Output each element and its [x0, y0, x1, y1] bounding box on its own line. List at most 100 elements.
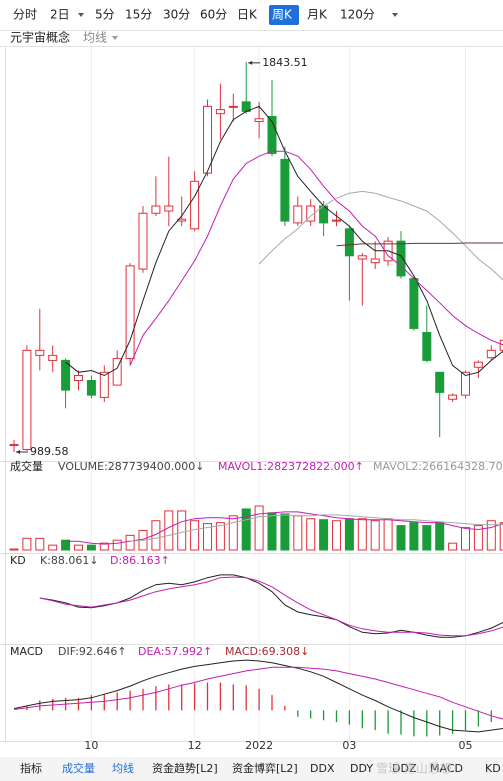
indicator-tab[interactable]: KD — [485, 762, 501, 775]
indicator-tab[interactable]: 均线 — [112, 761, 134, 775]
volume-bar — [151, 520, 161, 551]
indicator-tab[interactable]: MACD — [430, 762, 463, 775]
candle-body — [164, 205, 174, 212]
indicator-line — [130, 514, 503, 542]
candle-body — [396, 240, 406, 277]
high-label: 1843.51 — [262, 56, 308, 69]
volume-bar — [396, 525, 406, 551]
period-tab[interactable]: 30分 — [163, 8, 190, 22]
period-tab[interactable]: 分时 — [13, 8, 37, 22]
candle-body — [99, 371, 109, 398]
volume-bar — [306, 518, 316, 551]
candle-body — [228, 105, 238, 108]
candle-body — [293, 205, 303, 224]
volume-bar — [293, 515, 303, 551]
x-tick-label: 03 — [342, 739, 356, 752]
dropdown-icon — [392, 13, 398, 17]
indicator-tab[interactable]: DDX — [310, 762, 335, 775]
indicator-line — [13, 659, 503, 733]
volume-bar — [319, 519, 329, 551]
legend-value: MAVOL1:282372822.000↑ — [218, 460, 364, 473]
legend-value: MAVOL2:266164328.70 — [373, 460, 503, 473]
legend-value: VOLUME:287739400.000↓ — [58, 460, 204, 473]
indicator-tab[interactable]: 指标 — [20, 761, 42, 775]
panel-title[interactable]: KD — [10, 554, 26, 567]
indicator-line — [336, 242, 503, 247]
legend-value: K:88.061↓ — [40, 554, 99, 567]
legend-value: DEA:57.992↑ — [138, 645, 212, 658]
arrow-head — [248, 60, 253, 65]
volume-bar — [344, 518, 354, 551]
candle-body — [435, 371, 445, 393]
period-tab[interactable]: 周K — [272, 8, 293, 22]
candle-body — [9, 443, 19, 446]
candle-body — [112, 358, 122, 386]
period-tab[interactable]: 2日 — [50, 8, 70, 22]
volume-bar — [241, 508, 251, 551]
candle-body — [86, 380, 96, 396]
x-tick-label: 05 — [459, 739, 473, 752]
candle-body — [409, 278, 419, 329]
legend-value: MACD:69.308↓ — [225, 645, 309, 658]
period-tab[interactable]: 15分 — [125, 8, 152, 22]
dropdown-icon — [112, 36, 118, 40]
candle-body — [151, 205, 161, 214]
indicator-tab[interactable]: 资金趋势[L2] — [152, 761, 218, 775]
candle-body — [48, 354, 58, 361]
indicator-line — [65, 511, 503, 545]
candle-body — [203, 105, 212, 174]
candle-body — [280, 158, 290, 222]
indicator-tab[interactable]: DDY — [350, 762, 373, 775]
volume-bar — [422, 525, 432, 551]
period-tab[interactable]: 日K — [237, 8, 258, 22]
period-tab[interactable]: 60分 — [200, 8, 227, 22]
candle-body — [254, 118, 264, 122]
legend-value: D:86.163↑ — [110, 554, 170, 567]
volume-bar — [203, 523, 212, 551]
x-tick-label: 10 — [84, 739, 98, 752]
candle-body — [35, 349, 45, 356]
period-tab[interactable]: 120分 — [340, 8, 375, 22]
volume-bar — [383, 518, 393, 551]
candle-body — [461, 371, 470, 396]
low-label: 989.58 — [30, 445, 69, 458]
candle-body — [473, 361, 483, 368]
candle-body — [61, 359, 71, 391]
indicator-tab[interactable]: DDZ — [392, 762, 417, 775]
volume-bar — [61, 539, 71, 551]
indicator-line — [39, 576, 503, 637]
indicator-tab[interactable]: 资金博弈[L2] — [232, 761, 298, 775]
chart-layer: 分时 2日 5分 15分 30分 60分 日K 周K 月K 120分1843.51989.58成交… — [9, 5, 503, 776]
candle-body — [357, 255, 367, 260]
candle-body — [422, 332, 432, 361]
legend-value: DIF:92.646↑ — [58, 645, 127, 658]
indicator-line — [129, 150, 503, 366]
volume-bar — [370, 520, 380, 551]
candle-body — [125, 265, 135, 360]
panel-title[interactable]: 成交量 — [10, 459, 43, 473]
volume-bar — [267, 512, 277, 551]
volume-bar — [461, 527, 470, 551]
volume-bar — [9, 548, 19, 551]
volume-bar — [48, 544, 58, 551]
candle-body — [344, 228, 354, 257]
period-tab[interactable]: 5分 — [95, 8, 115, 22]
volume-bar — [74, 544, 83, 551]
sector-name: 元宇宙概念 — [10, 30, 70, 45]
volume-bar — [215, 522, 225, 551]
footer-bar — [0, 757, 503, 781]
panel-title[interactable]: MACD — [10, 645, 43, 658]
candle-body — [22, 349, 32, 450]
volume-bar — [473, 525, 483, 551]
volume-bar — [99, 542, 109, 551]
indicator-line — [13, 666, 503, 720]
watermark: 雪球 南山思想 — [376, 761, 452, 776]
indicator-select[interactable]: 均线 — [83, 31, 107, 45]
period-tab[interactable]: 月K — [307, 8, 328, 22]
volume-bar — [409, 522, 419, 551]
indicator-tab[interactable]: 成交量 — [62, 761, 95, 775]
volume-bar — [22, 537, 32, 551]
